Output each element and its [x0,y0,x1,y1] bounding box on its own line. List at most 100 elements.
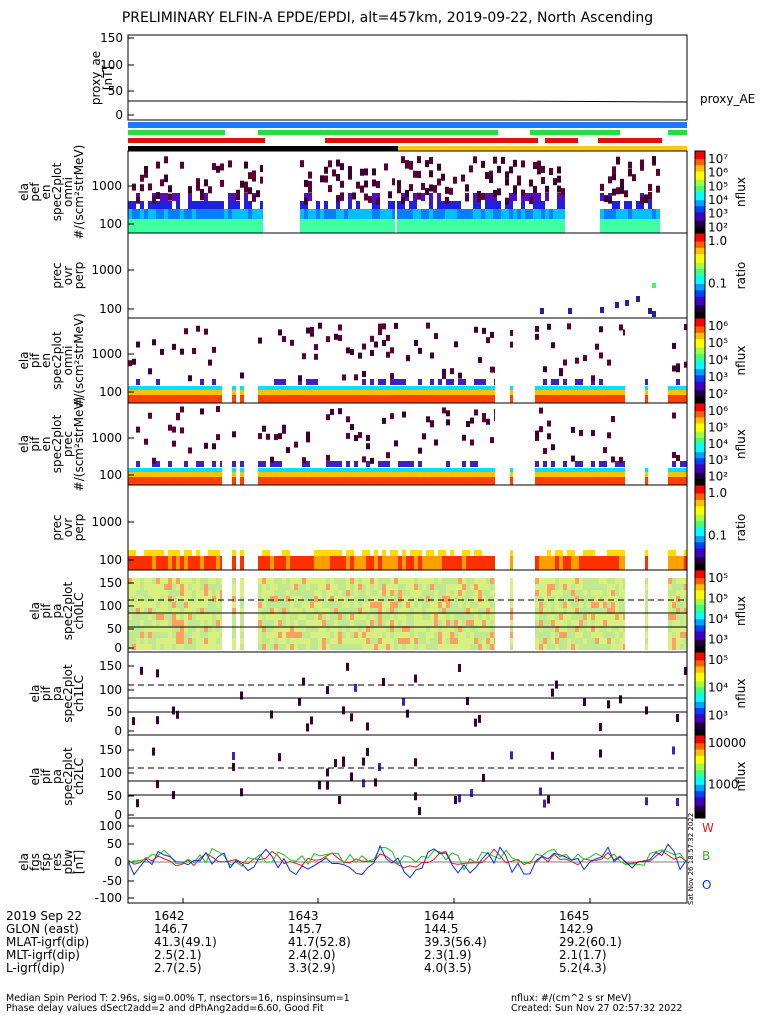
colorbar-1-label: nflux [734,177,748,207]
colorbar-7 [694,651,706,736]
panel-6-cells [128,578,687,650]
series-b [127,846,687,872]
colorbar-5-tick: 0.1 [708,529,727,543]
colorbar-3-label: nflux [734,346,748,376]
panel-1-ylabel: spec2plot [50,162,64,221]
panel-9-ylabel: pbw [61,849,75,874]
colorbar-1-tick: 10⁴ [708,193,728,207]
colorbar-4-tick: 10⁶ [708,404,728,418]
colorbar-8-tick: 1000 [708,778,739,792]
panel-4-cells [128,406,687,485]
panel-8-ylabel: pif [39,768,53,784]
colorbar-5-label: ratio [734,514,748,542]
footer-label: MLAT-igrf(dip) [6,935,90,949]
legend-o: O [702,878,711,892]
panel-9-tick: 100 [99,819,122,833]
panel-4-tick: 100 [99,468,122,482]
panel-8-ylabel: ela [28,767,42,785]
ratio-cell [648,308,652,314]
panel-8-ylabel: pa [50,769,64,784]
panel-5-tick: 100 [99,553,122,567]
status-bar-yellow [398,146,687,151]
footer-value: 1645 [559,909,590,923]
panel-9-tick: -50 [102,874,122,888]
footer-units: nflux: #/(cm^2 s sr MeV) [511,993,632,1004]
panel-2-bg [128,233,687,318]
colorbar-2-tick: 1.0 [708,234,727,248]
panel-2-tick: 100 [99,302,122,316]
ae-ylabel: proxy_ae [89,51,103,105]
ratio-cell [636,296,640,302]
panel-6-ylabel: pif [39,603,53,619]
colorbar-2-tick: 0.1 [708,277,727,291]
colorbar-6-label: nflux [734,596,748,626]
status-bar-blue [128,122,687,128]
colorbar-1-tick: 10⁷ [708,152,728,166]
panel-3-tick: 100 [99,385,122,399]
panel-2-ylabel: ovr [61,266,75,285]
colorbar-5-tick: 1.0 [708,486,727,500]
panel-9-ylabel: fgs [28,853,42,871]
footer-value: 2.5(2.1) [154,948,202,962]
ratio-cell [615,302,619,308]
panel-7-ylabel: pif [39,685,53,701]
panel-9-tick: 50 [107,837,122,851]
colorbar-7-tick: 10⁴ [708,681,728,695]
footer-label: GLON (east) [6,922,79,936]
colorbar-5 [694,484,706,571]
panel-8-ylabel: ch2LC [72,758,86,795]
side-note: Sat Nov 26 18:57:32 2022 [687,813,695,905]
panel-3-ylabel: pif [28,352,42,368]
panel-6-ylabel: pa [50,604,64,619]
footer-label: 2019 Sep 22 [6,909,83,923]
panel-6-ylabel: elа [28,602,42,620]
ae-tick: 50 [108,84,123,98]
panel-4-ylabel: pif [28,436,42,452]
panel-1-ylabel: pef [28,182,42,202]
panel-1-ylabel: #/(scm²strMeV) [72,145,86,240]
colorbar-1-tick: 10² [708,220,728,234]
panel-1-tick: 100 [99,217,122,231]
footer-value: 144.5 [424,922,459,936]
footer-label: MLT-igrf(dip) [6,948,80,962]
panel-4-ylabel: #/(scm²strMeV) [72,397,86,492]
ae-tick: 150 [100,31,123,45]
status-bar-green [258,130,498,135]
panel-1-cells [128,156,660,233]
colorbar-4-label: nflux [734,429,748,459]
colorbar-4 [694,402,706,486]
colorbar-1-tick: 10⁶ [708,166,728,180]
panel-3-ylabel: ela [17,351,31,369]
legend-w: W [702,821,714,835]
panel-1-tick: 1000 [91,179,122,193]
panel-2-ylabel: prec [50,262,64,288]
legend-b: B [702,849,710,863]
colorbar-3-tick: 10² [708,387,728,401]
panel-4-ylabel: en [39,437,53,452]
panel-5-cells [128,550,687,570]
ae-ylabel-unit: [nT] [101,66,115,90]
status-bar-red [598,138,662,143]
footer-value: 4.0(3.5) [424,961,472,975]
footer-value: 2.4(2.0) [288,948,336,962]
chart-title: PRELIMINARY ELFIN-A EPDE/EPDI, alt=457km… [121,10,654,26]
footer-note1: Median Spin Period T: 2.96s, sig=0.00% T… [6,993,350,1004]
colorbar-3-tick: 10⁴ [708,353,728,367]
panel-8-tick: 150 [99,743,122,757]
colorbar-7-tick: 10³ [708,708,728,722]
panel-1-ylabel: ela [17,183,31,201]
panel-9-ylabel: [nT] [72,850,86,874]
panel-3-tick: 1000 [91,347,122,361]
footer-value: 1643 [288,909,319,923]
panel-6-ylabel: ch0LC [72,593,86,630]
colorbar-3 [694,317,706,404]
colorbar-8-tick: 10000 [708,736,746,750]
footer-value: 5.2(4.3) [559,961,607,975]
status-bar-red [545,138,578,143]
footer-value: 41.7(52.8) [288,935,351,949]
footer-value: 29.2(60.1) [559,935,622,949]
panel-7-tick: 150 [99,659,122,673]
colorbar-2-label: ratio [734,262,748,290]
footer-value: 3.3(2.9) [288,961,336,975]
colorbar-1-tick: 10³ [708,207,728,221]
